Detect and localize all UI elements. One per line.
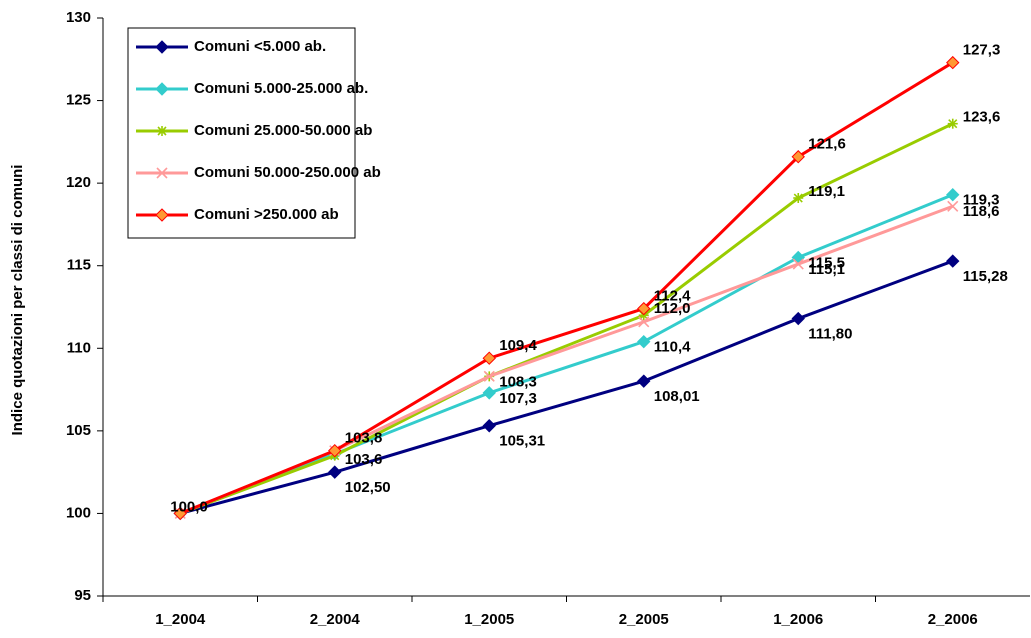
y-tick-label: 95 <box>74 587 91 604</box>
data-label: 110,4 <box>654 339 691 356</box>
marker-stroke <box>483 370 495 382</box>
data-label: 123,6 <box>963 109 1001 126</box>
legend-label: Comuni 25.000-50.000 ab <box>194 122 372 139</box>
marker-stroke <box>157 126 167 136</box>
data-label: 112,4 <box>654 288 691 305</box>
point <box>792 258 804 270</box>
marker-stroke <box>792 258 804 270</box>
series-line <box>179 61 954 515</box>
marker-stroke <box>947 200 959 212</box>
point <box>482 419 496 433</box>
legend-box <box>127 27 356 239</box>
point <box>793 193 804 204</box>
legend-marker <box>155 40 169 54</box>
data-label: 127,3 <box>963 42 1001 59</box>
marker-stroke <box>638 316 650 328</box>
y-tick-label: 115 <box>67 257 91 274</box>
series-line <box>179 259 954 515</box>
point <box>328 443 342 458</box>
point <box>482 386 496 400</box>
y-tick-label: 100 <box>66 504 91 521</box>
data-label: 121,6 <box>808 136 846 153</box>
legend-label: Comuni <5.000 ab. <box>194 38 326 55</box>
y-tick-label: 120 <box>66 174 91 191</box>
data-label: 103,6 <box>345 451 383 468</box>
data-label: 109,4 <box>499 337 537 354</box>
y-tick-label: 110 <box>67 339 91 356</box>
data-label: 107,3 <box>499 390 537 407</box>
y-tick-label: 130 <box>66 9 91 26</box>
data-label: 102,50 <box>345 479 391 496</box>
legend-label: Comuni 50.000-250.000 ab <box>194 164 381 181</box>
point <box>637 374 651 388</box>
data-label: 100,0 <box>170 498 208 515</box>
data-label: 115,1 <box>808 261 845 278</box>
point <box>946 187 960 202</box>
point <box>173 506 187 521</box>
point <box>947 118 958 129</box>
data-label: 103,8 <box>345 430 383 447</box>
point <box>637 334 651 349</box>
data-label: 108,3 <box>499 373 537 390</box>
x-tick-label: 2_2005 <box>619 611 669 628</box>
x-tick-label: 2_2006 <box>928 611 978 628</box>
data-label: 118,6 <box>963 203 1000 220</box>
data-label: 115,5 <box>808 254 845 271</box>
data-label: 112,0 <box>654 300 691 317</box>
point <box>638 316 650 328</box>
point <box>483 370 495 382</box>
legend-label: Comuni >250.000 ab <box>194 206 339 223</box>
data-label: 111,80 <box>808 326 852 343</box>
x-tick-label: 1_2005 <box>464 611 514 628</box>
marker-stroke <box>793 193 803 203</box>
x-tick-label: 1_2004 <box>155 611 206 628</box>
data-label: 119,3 <box>963 192 1000 209</box>
data-label: 115,28 <box>963 268 1008 285</box>
legend-marker <box>157 126 167 136</box>
point <box>791 311 805 326</box>
point <box>947 200 959 212</box>
legend-marker <box>155 208 169 222</box>
y-axis-title: Indice quotazioni per classi di comuni <box>9 165 26 436</box>
point <box>791 150 805 164</box>
point <box>946 254 960 268</box>
data-label: 119,1 <box>808 183 845 200</box>
point <box>328 465 342 479</box>
legend-label: Comuni 5.000-25.000 ab. <box>194 80 368 97</box>
point <box>482 351 496 365</box>
legend-marker <box>155 82 169 96</box>
y-tick-label: 105 <box>66 422 91 439</box>
marker-stroke <box>948 119 958 129</box>
data-label: 105,31 <box>499 433 545 450</box>
x-tick-label: 2_2004 <box>310 611 361 628</box>
y-tick-label: 125 <box>66 92 91 109</box>
point <box>946 55 960 70</box>
legend-marker <box>156 167 168 179</box>
x-tick-label: 1_2006 <box>773 611 823 628</box>
point <box>637 301 651 316</box>
data-label: 108,01 <box>654 388 700 405</box>
marker-stroke <box>156 167 168 179</box>
series-line <box>179 122 954 515</box>
